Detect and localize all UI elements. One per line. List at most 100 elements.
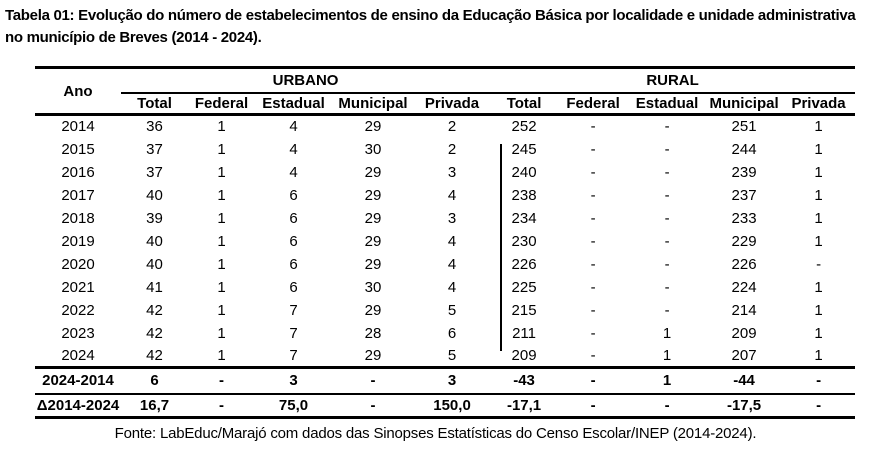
establishments-table: Ano URBANO RURAL Total Federal Estadual Mun… (35, 66, 856, 419)
value-cell: 209 (511, 346, 537, 364)
table-row: 2020 40 1 6 29 4 226 - - 226 - (35, 253, 855, 276)
value-cell: - (590, 278, 596, 296)
summary-value-cell: 150,0 (414, 392, 491, 418)
value-cell: 5 (447, 301, 457, 319)
value-cell: 211 (512, 324, 537, 342)
value-cell: 29 (364, 209, 382, 227)
value-cell: - (590, 324, 596, 342)
summary-row: Δ2014-2024 16,7-75,0-150,0 -17,1- - -17,5- (35, 392, 856, 418)
value-cell: 244 (731, 140, 757, 158)
table-row: 2018 39 1 6 29 3 234 - - 233 1 (35, 207, 855, 230)
summary-value-cell: - (332, 366, 414, 394)
year-cell: 2017 (61, 186, 95, 204)
value-cell: 42 (146, 346, 163, 364)
value-cell: - (590, 232, 596, 250)
summary-value-cell: 16,7 (121, 392, 188, 418)
value-cell: - (664, 255, 670, 273)
year-cell: 2019 (61, 232, 95, 250)
value-cell: 226 (511, 255, 537, 273)
value-cell: 1 (814, 163, 823, 181)
sub-header-estadual: Estadual (628, 92, 707, 116)
value-cell: 214 (731, 301, 757, 319)
table-row: 2016 37 1 4 29 3 240 - - 239 1 (35, 161, 855, 184)
value-cell: 1 (217, 255, 226, 273)
summary-label: 2024-2014 (35, 366, 121, 394)
value-cell: 252 (511, 118, 537, 136)
value-cell: 6 (289, 186, 298, 204)
value-cell: 1 (217, 186, 226, 204)
value-cell: 1 (814, 232, 823, 250)
value-cell: 207 (731, 346, 757, 364)
value-cell: 29 (364, 118, 382, 136)
table-row: 2021 41 1 6 30 4 225 - - 224 1 (35, 276, 855, 299)
value-cell: 40 (146, 232, 163, 250)
value-cell: 7 (289, 324, 298, 342)
value-cell: - (590, 301, 596, 319)
value-cell: 4 (447, 278, 457, 296)
value-cell: - (590, 118, 596, 136)
value-cell: - (664, 232, 670, 250)
value-cell: 229 (731, 232, 757, 250)
value-cell: 1 (814, 278, 823, 296)
group-header-rural: RURAL (490, 67, 856, 94)
value-cell: 1 (217, 163, 226, 181)
summary-value-cell: 1 (628, 366, 707, 394)
value-cell: 1 (217, 118, 226, 136)
table-row: 2014 36 1 4 29 2 252 - - 251 1 (35, 115, 855, 138)
summary-value-cell: - (558, 392, 629, 418)
summary-value-cell: - (188, 392, 255, 418)
value-cell: 1 (217, 346, 226, 364)
summary-value-cell: 3 (255, 366, 332, 394)
value-cell: 28 (364, 324, 382, 342)
value-cell: - (590, 140, 596, 158)
value-cell: 1 (217, 278, 226, 296)
value-cell: 1 (662, 324, 672, 342)
value-cell: 39 (146, 209, 163, 227)
value-cell: 245 (511, 140, 537, 158)
year-cell: 2015 (61, 140, 95, 158)
value-cell: - (590, 209, 596, 227)
value-cell: 37 (146, 140, 163, 158)
value-cell: 40 (146, 186, 163, 204)
summary-value-cell: - (782, 366, 856, 394)
value-cell: - (590, 186, 596, 204)
value-cell: 36 (146, 118, 163, 136)
value-cell: 37 (146, 163, 163, 181)
table-title: Tabela 01: Evolução do número de estabel… (5, 7, 856, 46)
value-cell: 1 (662, 346, 672, 364)
value-cell: 29 (364, 346, 382, 364)
value-cell: 7 (289, 346, 298, 364)
value-cell: - (590, 346, 596, 364)
value-cell: 239 (731, 163, 757, 181)
value-cell: 2 (447, 140, 457, 158)
value-cell: 2 (447, 118, 457, 136)
value-cell: 29 (364, 163, 382, 181)
value-cell: 209 (731, 324, 757, 342)
value-cell: 4 (447, 255, 457, 273)
value-cell: 4 (289, 163, 298, 181)
group-header-row: Ano URBANO RURAL (35, 67, 856, 116)
summary-value-cell: - (782, 392, 856, 418)
value-cell: 233 (731, 209, 757, 227)
value-cell: 226 (731, 255, 757, 273)
value-cell: 29 (364, 186, 382, 204)
value-cell: 240 (511, 163, 537, 181)
value-cell: 1 (814, 118, 823, 136)
value-cell: 238 (511, 186, 537, 204)
sub-header-federal: Federal (558, 92, 629, 116)
value-cell: - (664, 186, 670, 204)
value-cell: 30 (364, 140, 382, 158)
value-cell: - (590, 163, 596, 181)
value-cell: 7 (289, 301, 298, 319)
value-cell: 237 (731, 186, 757, 204)
value-cell: 1 (217, 324, 226, 342)
summary-label: Δ2014-2024 (35, 392, 121, 418)
value-cell: - (664, 301, 670, 319)
value-cell: 230 (511, 232, 537, 250)
value-cell: - (590, 255, 596, 273)
table-row: 2024 42 1 7 29 5 209 - 1 207 1 (35, 345, 855, 368)
value-cell: 1 (814, 186, 823, 204)
sub-header-total: Total (490, 92, 559, 116)
sub-header-privada: Privada (414, 92, 491, 116)
